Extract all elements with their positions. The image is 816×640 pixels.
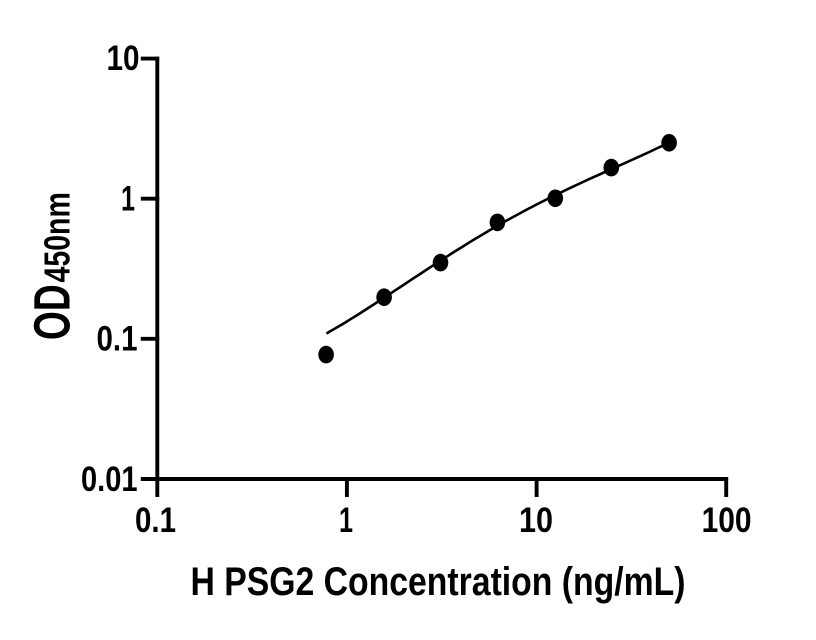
- svg-text:1: 1: [121, 179, 135, 218]
- svg-text:450nm: 450nm: [36, 192, 77, 282]
- svg-text:H PSG2 Concentration (ng/mL): H PSG2 Concentration (ng/mL): [191, 560, 686, 604]
- svg-text:OD: OD: [23, 284, 80, 340]
- svg-text:10: 10: [107, 39, 140, 78]
- svg-text:1: 1: [339, 501, 353, 540]
- svg-text:10: 10: [519, 501, 553, 540]
- svg-text:0.01: 0.01: [81, 460, 138, 499]
- svg-text:100: 100: [702, 501, 752, 540]
- svg-text:0.1: 0.1: [97, 319, 138, 358]
- svg-text:0.1: 0.1: [135, 501, 176, 540]
